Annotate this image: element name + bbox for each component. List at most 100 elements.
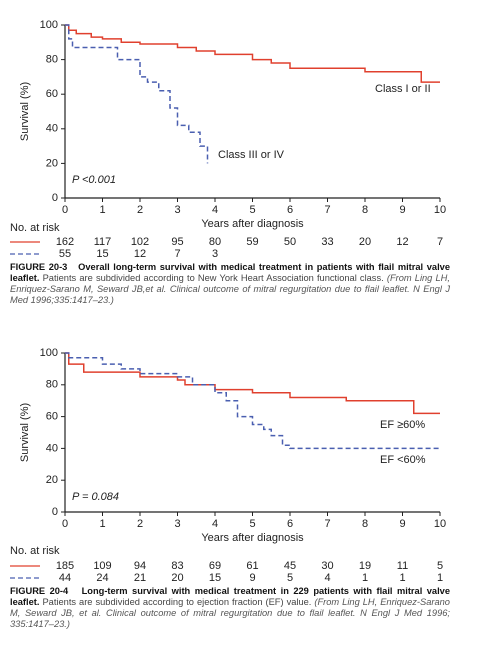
risk-count: 185: [56, 560, 74, 572]
x-tick-label: 9: [399, 518, 405, 530]
caption-text: Patients are subdivided according to New…: [42, 273, 384, 283]
risk-count: 9: [249, 572, 255, 584]
caption-title: Overall long-term survival with medical …: [10, 262, 451, 283]
risk-title: No. at risk: [10, 545, 60, 557]
risk-count: 117: [94, 236, 112, 248]
risk-count: 4: [324, 572, 330, 584]
risk-count: 50: [284, 236, 296, 248]
risk-count: 7: [174, 248, 180, 260]
y-tick-label: 40: [46, 442, 58, 454]
caption-citation: (From Ling LH, Enriquez-Sarano M, Seward…: [10, 597, 450, 629]
curve-label: Class I or II: [375, 83, 431, 95]
y-tick-label: 80: [46, 54, 58, 66]
x-tick-label: 10: [434, 204, 446, 216]
x-tick-label: 6: [287, 518, 293, 530]
x-tick-label: 0: [62, 204, 68, 216]
risk-title: No. at risk: [10, 222, 60, 234]
risk-count: 162: [56, 236, 74, 248]
x-tick-label: 3: [174, 204, 180, 216]
curve-label: EF ≥60%: [380, 419, 425, 431]
risk-count: 1: [399, 572, 405, 584]
y-tick-label: 100: [40, 347, 58, 359]
risk-count: 21: [134, 572, 146, 584]
annotation: P <0.001: [72, 174, 116, 186]
y-tick-label: 60: [46, 411, 58, 423]
y-axis-label: Survival (%): [19, 82, 31, 141]
risk-count: 15: [209, 572, 221, 584]
x-tick-label: 5: [249, 518, 255, 530]
y-tick-label: 20: [46, 157, 58, 169]
survival-curve: [65, 352, 440, 450]
risk-count: 44: [59, 572, 71, 584]
caption-label: FIGURE 20-4: [10, 586, 69, 596]
x-axis-label: Years after diagnosis: [201, 532, 304, 544]
x-tick-label: 4: [212, 204, 218, 216]
x-tick-label: 0: [62, 518, 68, 530]
x-tick-label: 8: [362, 518, 368, 530]
risk-count: 24: [96, 572, 108, 584]
y-tick-label: 80: [46, 379, 58, 391]
risk-count: 1: [437, 572, 443, 584]
x-tick-label: 2: [137, 204, 143, 216]
risk-count: 5: [287, 572, 293, 584]
risk-count: 102: [131, 236, 149, 248]
caption-label: FIGURE 20-3: [10, 262, 68, 272]
y-tick-label: 60: [46, 88, 58, 100]
survival-curve: [65, 24, 440, 83]
caption-text: Patients are subdivided according to eje…: [42, 597, 312, 607]
y-tick-label: 0: [52, 192, 58, 204]
caption: FIGURE 20-3 Overall long-term survival w…: [10, 262, 450, 306]
y-tick-label: 20: [46, 474, 58, 486]
risk-count: 1: [362, 572, 368, 584]
x-tick-label: 7: [324, 204, 330, 216]
risk-count: 19: [359, 560, 371, 572]
risk-count: 59: [246, 236, 258, 248]
risk-count: 7: [437, 236, 443, 248]
risk-count: 30: [321, 560, 333, 572]
survival-curve: [65, 24, 209, 164]
risk-count: 83: [171, 560, 183, 572]
annotation: P = 0.084: [72, 491, 119, 503]
risk-count: 69: [209, 560, 221, 572]
risk-count: 15: [96, 248, 108, 260]
x-tick-label: 4: [212, 518, 218, 530]
y-axis-label: Survival (%): [19, 403, 31, 462]
curve-label: Class III or IV: [218, 149, 285, 161]
x-tick-label: 6: [287, 204, 293, 216]
risk-count: 11: [397, 560, 408, 572]
risk-count: 61: [246, 560, 258, 572]
caption-citation: (From Ling LH, Enriquez-Sarano M, Seward…: [10, 273, 450, 305]
curve-label: EF <60%: [380, 454, 426, 466]
x-tick-label: 2: [137, 518, 143, 530]
x-tick-label: 3: [174, 518, 180, 530]
caption-title: Long-term survival with medical treatmen…: [10, 586, 451, 607]
x-tick-label: 9: [399, 204, 405, 216]
risk-count: 109: [93, 560, 111, 572]
risk-count: 55: [59, 248, 71, 260]
x-tick-label: 7: [324, 518, 330, 530]
y-tick-label: 0: [52, 506, 58, 518]
x-axis-label: Years after diagnosis: [201, 218, 304, 230]
x-tick-label: 1: [99, 204, 105, 216]
risk-count: 20: [171, 572, 183, 584]
risk-count: 12: [396, 236, 408, 248]
risk-count: 33: [321, 236, 333, 248]
risk-count: 80: [209, 236, 221, 248]
risk-count: 3: [212, 248, 218, 260]
risk-count: 45: [284, 560, 296, 572]
x-tick-label: 10: [434, 518, 446, 530]
x-tick-label: 5: [249, 204, 255, 216]
risk-count: 5: [437, 560, 443, 572]
risk-count: 20: [359, 236, 371, 248]
survival-curve: [65, 352, 440, 415]
risk-count: 95: [171, 236, 183, 248]
risk-count: 94: [134, 560, 146, 572]
x-tick-label: 8: [362, 204, 368, 216]
caption: FIGURE 20-4 Long-term survival with medi…: [10, 586, 450, 630]
y-tick-label: 40: [46, 123, 58, 135]
risk-count: 12: [134, 248, 146, 260]
y-tick-label: 100: [40, 19, 58, 31]
x-tick-label: 1: [99, 518, 105, 530]
